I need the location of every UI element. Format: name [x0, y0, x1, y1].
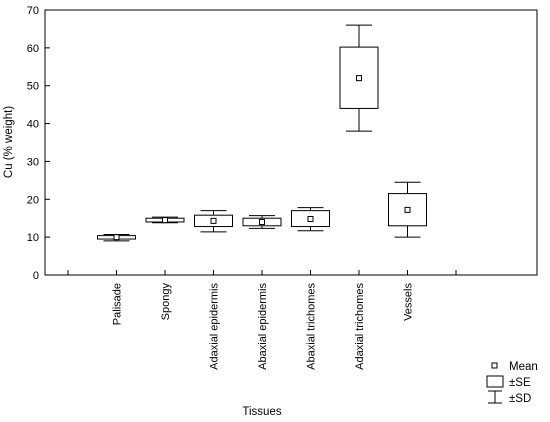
- y-tick-label: 30: [27, 156, 39, 168]
- x-tick-label: Abaxial trichomes: [306, 283, 318, 370]
- x-tick-label: Adaxial trichomes: [354, 283, 366, 370]
- box-0: [97, 233, 136, 242]
- mean-marker: [356, 75, 362, 82]
- x-tick-label: Palisade: [112, 283, 124, 325]
- mean-marker: [162, 217, 168, 224]
- mean-marker: [307, 215, 314, 222]
- y-axis: 0 10 20 30 40 50 60 70: [27, 5, 50, 282]
- y-tick-label: 50: [27, 81, 39, 93]
- y-tick-label: 0: [33, 270, 39, 282]
- box-1: [145, 216, 185, 224]
- legend-mean-label: Mean: [509, 361, 538, 373]
- y-tick-label: 40: [27, 119, 39, 131]
- legend-se-label: ±SE: [509, 377, 531, 389]
- x-axis: Palisade Spongy Adaxial epidermis Abaxial e…: [67, 270, 457, 370]
- x-tick-label: Abaxial epidermis: [257, 283, 269, 370]
- box-5: [339, 24, 379, 132]
- x-tick-label: Vessels: [403, 283, 415, 321]
- mean-marker: [113, 234, 120, 241]
- legend-se-marker: [486, 375, 504, 388]
- x-tick-label: Spongy: [160, 283, 172, 321]
- plot-frame: [44, 9, 538, 276]
- box-6: [388, 181, 427, 238]
- mean-marker: [210, 217, 217, 224]
- mean-marker: [404, 206, 411, 213]
- box-4: [291, 207, 330, 232]
- box-3: [242, 215, 282, 229]
- y-tick-label: 60: [27, 43, 39, 55]
- y-tick-label: 10: [27, 232, 39, 244]
- y-tick-label: 20: [27, 194, 39, 206]
- y-tick-label: 70: [27, 5, 39, 17]
- boxes-layer: [97, 24, 427, 242]
- x-axis-title: Tissues: [242, 406, 281, 418]
- mean-marker: [259, 219, 265, 225]
- y-axis-title: Cu (% weight): [3, 106, 15, 178]
- legend-sd-marker: [488, 390, 502, 404]
- box-2: [194, 210, 233, 233]
- legend-mean-marker: [491, 362, 498, 369]
- x-tick-label: Adaxial epidermis: [209, 283, 221, 370]
- legend: Mean ±SE ±SD: [486, 361, 538, 405]
- legend-sd-label: ±SD: [509, 393, 531, 405]
